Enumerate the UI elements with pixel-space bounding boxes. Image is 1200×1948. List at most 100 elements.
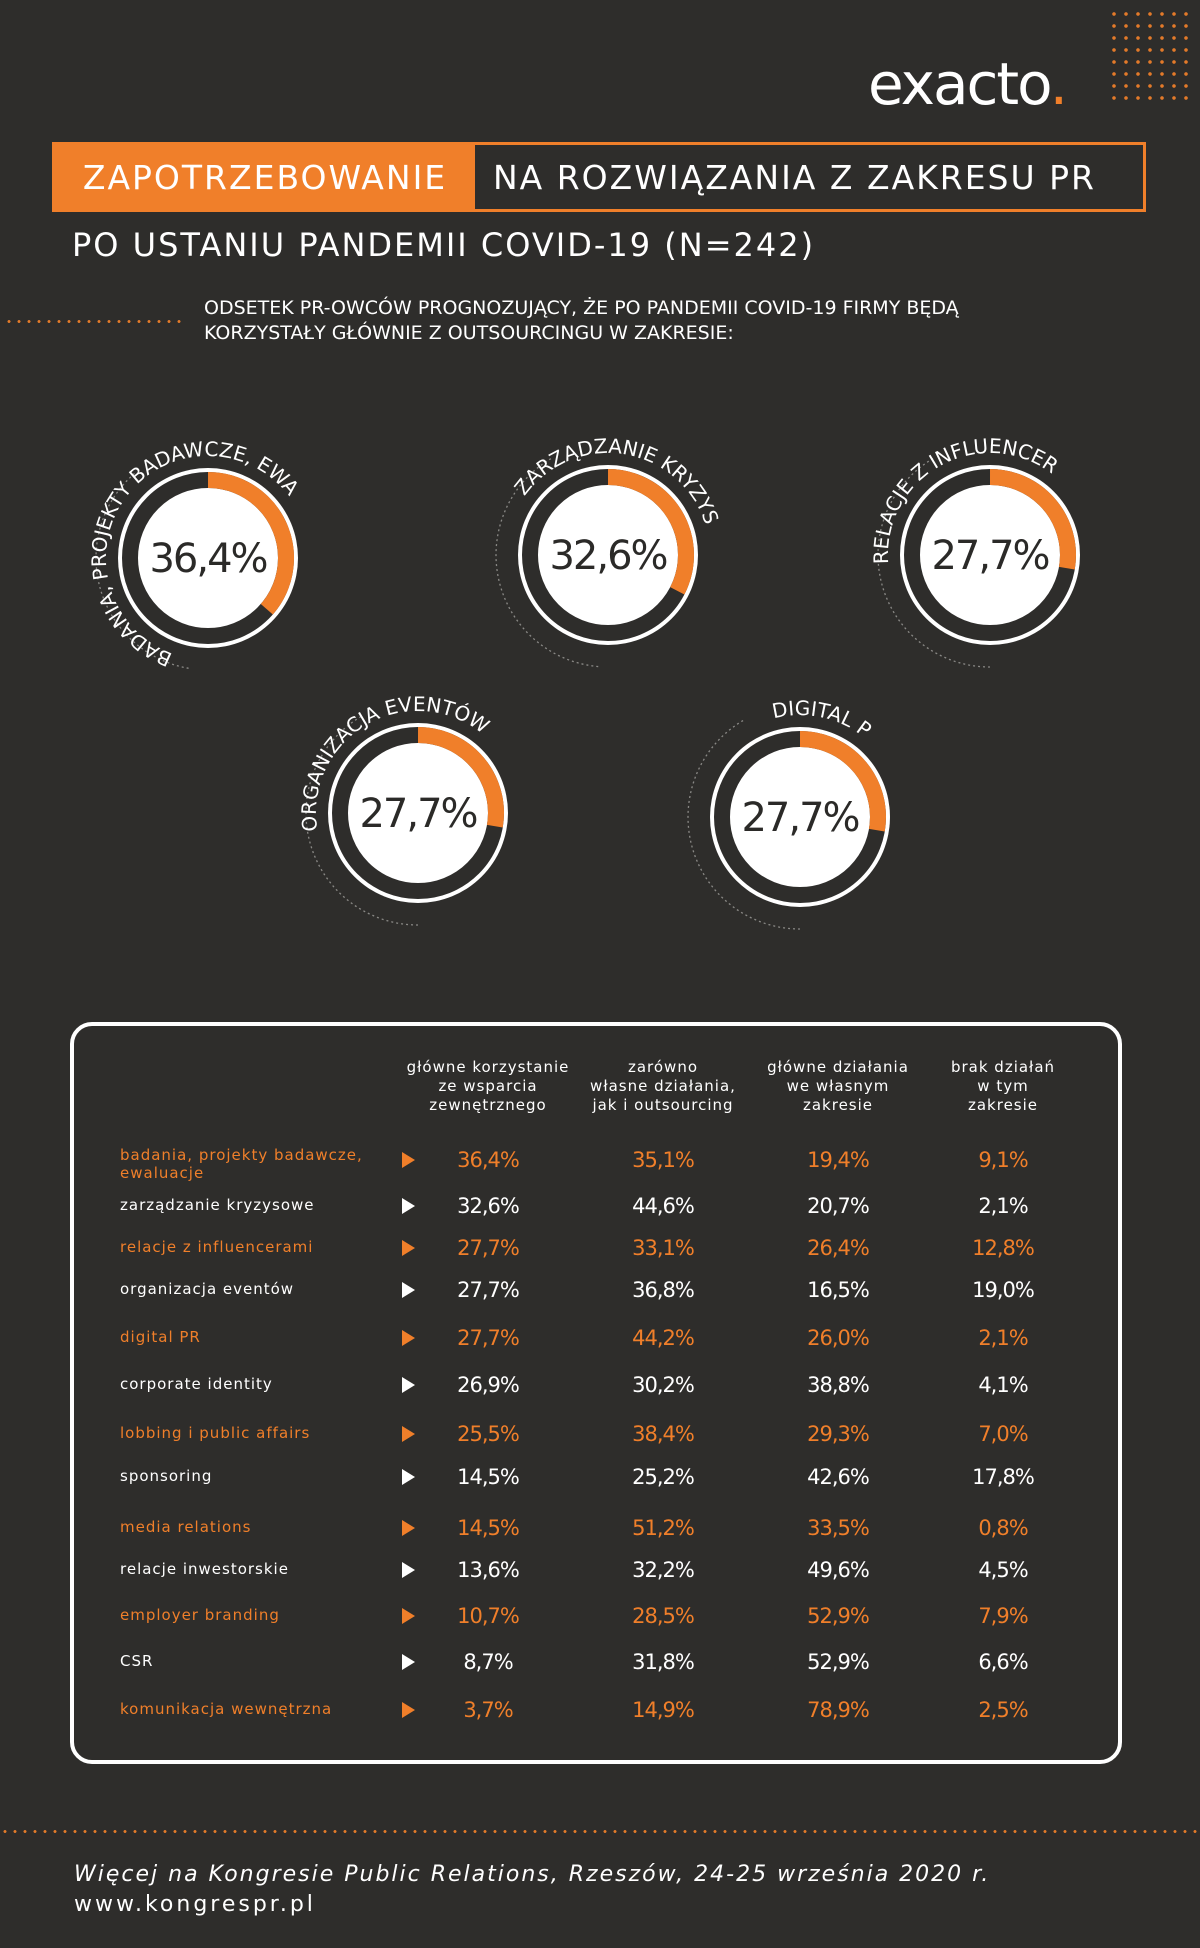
table-cell: 52,9% [807, 1604, 870, 1628]
table-cell: 28,5% [632, 1604, 695, 1628]
table-cell: 32,2% [632, 1558, 695, 1582]
donut-inner [922, 487, 1058, 623]
table-cell: 2,1% [978, 1326, 1028, 1350]
column-header-line: własne działania, [590, 1077, 736, 1095]
table-cell: 14,5% [457, 1516, 520, 1540]
donut-value-label: 32,6% [549, 533, 666, 579]
table-cell: 12,8% [972, 1236, 1035, 1260]
table-row: employer branding 10,7% 28,5% 52,9% 7,9% [0, 1604, 1200, 1646]
donut-inner [732, 749, 868, 885]
table-row: komunikacja wewnętrzna 3,7% 14,9% 78,9% 2,5% [0, 1698, 1200, 1740]
table-cell: 13,6% [457, 1558, 520, 1582]
column-header-line: zakresie [802, 1096, 874, 1114]
title-highlight: ZAPOTRZEBOWANIE [55, 145, 475, 209]
footer-event: Więcej na Kongresie Public Relations, Rz… [74, 1862, 991, 1887]
row-arrow-icon [402, 1702, 415, 1718]
table-cell: 36,4% [457, 1148, 520, 1172]
page-subtitle: PO USTANIU PANDEMII COVID-19 (N=242) [72, 226, 816, 264]
table-cell: 38,4% [632, 1422, 695, 1446]
row-label: komunikacja wewnętrzna [120, 1700, 333, 1718]
column-header-line: zewnętrznego [429, 1096, 547, 1114]
table-cell: 2,5% [978, 1698, 1028, 1722]
table-row: media relations 14,5% 51,2% 33,5% 0,8% [0, 1516, 1200, 1558]
table-cell: 6,6% [978, 1650, 1028, 1674]
page-title: ZAPOTRZEBOWANIE NA ROZWIĄZANIA Z ZAKRESU… [52, 142, 1146, 212]
column-header-line: główne korzystanie [406, 1058, 570, 1076]
table-cell: 26,4% [807, 1236, 870, 1260]
table-row: CSR 8,7% 31,8% 52,9% 6,6% [0, 1650, 1200, 1692]
donut-chart-1: 36,4%BADANIA, PROJEKTY BADAWCZE, EWALUAC… [0, 400, 304, 671]
table-cell: 42,6% [807, 1465, 870, 1489]
table-cell: 38,8% [807, 1373, 870, 1397]
intro-line-2: KORZYSTAŁY GŁÓWNIE Z OUTSOURCINGU W ZAKR… [204, 322, 734, 344]
table-cell: 7,9% [978, 1604, 1028, 1628]
column-header-line: we własnym [786, 1077, 890, 1095]
row-label: relacje inwestorskie [120, 1560, 289, 1578]
table-cell: 27,7% [457, 1236, 520, 1260]
donut-value-label: 27,7% [931, 533, 1048, 579]
donut-outer-dash [687, 719, 801, 930]
row-label: CSR [120, 1652, 154, 1670]
donut-value-label: 36,4% [149, 536, 266, 582]
donut-outer-dash [495, 457, 599, 668]
intro-line-1: ODSETEK PR-OWCÓW PROGNOZUJĄCY, ŻE PO PAN… [204, 297, 959, 319]
footer-url[interactable]: www.kongrespr.pl [74, 1892, 316, 1917]
decorative-dots [1108, 8, 1192, 104]
table-cell: 27,7% [457, 1278, 520, 1302]
table-cell: 14,9% [632, 1698, 695, 1722]
row-arrow-icon [402, 1426, 415, 1442]
column-header-line: jak i outsourcing [592, 1096, 734, 1114]
donut-outer-dash [877, 457, 991, 668]
table-cell: 32,6% [457, 1194, 520, 1218]
table-cell: 10,7% [457, 1604, 520, 1628]
table-cell: 49,6% [807, 1558, 870, 1582]
table-cell: 0,8% [978, 1516, 1028, 1540]
donut-outer-dash [95, 471, 189, 669]
row-arrow-icon [402, 1654, 415, 1670]
donut-outer-dash [305, 715, 419, 926]
row-label: zarządzanie kryzysowe [120, 1196, 315, 1214]
table-cell: 52,9% [807, 1650, 870, 1674]
donut-value-arc [417, 727, 504, 828]
results-table [70, 1022, 1122, 1764]
table-cell: 33,5% [807, 1516, 870, 1540]
table-cell: 26,0% [807, 1326, 870, 1350]
donut-inner [350, 745, 486, 881]
table-cell: 36,8% [632, 1278, 695, 1302]
table-row: badania, projekty badawcze, ewaluacje 36,… [0, 1146, 1200, 1190]
table-row: relacje inwestorskie 13,6% 32,2% 49,6% 4,5% [0, 1558, 1200, 1600]
table-column-header: zarówno własne działania, jak i outsourcin… [573, 1058, 753, 1115]
row-arrow-icon [402, 1240, 415, 1256]
donut-value-arc [207, 472, 294, 615]
donut-chart-4: 27,7%ORGANIZACJA EVENTÓW [297, 692, 508, 926]
row-arrow-icon [402, 1152, 415, 1168]
column-header-line: główne działania [767, 1058, 909, 1076]
table-cell: 4,5% [978, 1558, 1028, 1582]
row-label: badania, projekty badawcze, ewaluacje [120, 1146, 363, 1182]
exacto-logo: exacto. [868, 50, 1068, 118]
dotted-divider-bottom [0, 1830, 1200, 1833]
column-header-line: w tym [977, 1077, 1029, 1095]
table-row: organizacja eventów 27,7% 36,8% 16,5% 19,0% [0, 1278, 1200, 1320]
table-row: corporate identity 26,9% 30,2% 38,8% 4,1% [0, 1373, 1200, 1415]
row-label: corporate identity [120, 1375, 273, 1393]
table-cell: 7,0% [978, 1422, 1028, 1446]
row-label: media relations [120, 1518, 252, 1536]
table-cell: 44,2% [632, 1326, 695, 1350]
table-column-header: główne działania we własnym zakresie [748, 1058, 928, 1115]
table-column-header: główne korzystanie ze wsparcia zewnętrzneg… [398, 1058, 578, 1115]
row-arrow-icon [402, 1377, 415, 1393]
column-header-line: zarówno [627, 1058, 699, 1076]
row-label: relacje z influencerami [120, 1238, 314, 1256]
table-cell: 19,0% [972, 1278, 1035, 1302]
table-cell: 20,7% [807, 1194, 870, 1218]
title-rest: NA ROZWIĄZANIA Z ZAKRESU PR [493, 157, 1096, 197]
table-column-header: brak działań w tym zakresie [913, 1058, 1093, 1115]
donut-charts: 36,4%BADANIA, PROJEKTY BADAWCZE, EWALUAC… [0, 400, 1080, 930]
table-cell: 30,2% [632, 1373, 695, 1397]
table-cell: 2,1% [978, 1194, 1028, 1218]
row-arrow-icon [402, 1198, 415, 1214]
table-cell: 35,1% [632, 1148, 695, 1172]
row-label: digital PR [120, 1328, 201, 1346]
table-row: sponsoring 14,5% 25,2% 42,6% 17,8% [0, 1465, 1200, 1507]
